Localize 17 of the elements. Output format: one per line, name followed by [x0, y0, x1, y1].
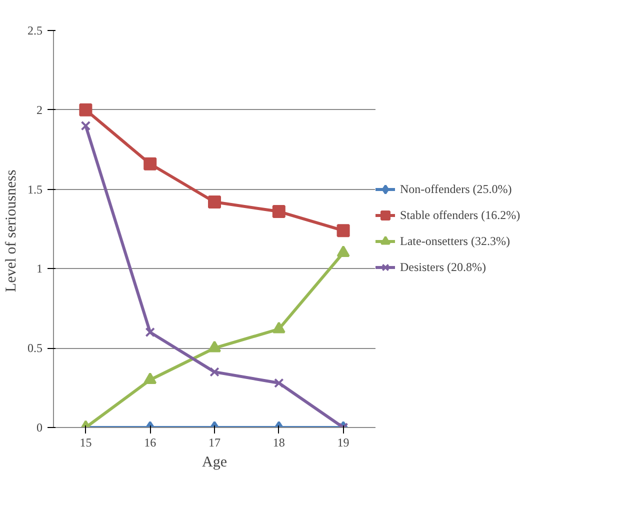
y-tick-label: 1.5	[28, 182, 42, 196]
x-tick-label: 17	[208, 436, 220, 450]
legend-label: Late-onsetters (32.3%)	[400, 234, 510, 248]
x-tick-label: 16	[144, 436, 156, 450]
x-tick-label: 19	[337, 436, 350, 450]
y-tick-label: 2.5	[28, 24, 42, 38]
x-axis-title: Age	[202, 454, 228, 470]
y-tick-label: 0.5	[28, 341, 42, 356]
legend-label: Stable offenders (16.2%)	[400, 208, 520, 222]
y-tick-label: 2	[36, 102, 42, 117]
y-tick-label: 0	[36, 420, 42, 434]
legend-label: Non-offenders (25.0%)	[400, 182, 512, 196]
legend-label: Desisters (20.8%)	[400, 260, 486, 274]
x-tick-label: 15	[80, 436, 92, 450]
y-tick-label: 1	[36, 262, 42, 276]
y-axis-title: Level of seriousness	[4, 169, 20, 292]
x-tick-label: 18	[272, 436, 285, 450]
